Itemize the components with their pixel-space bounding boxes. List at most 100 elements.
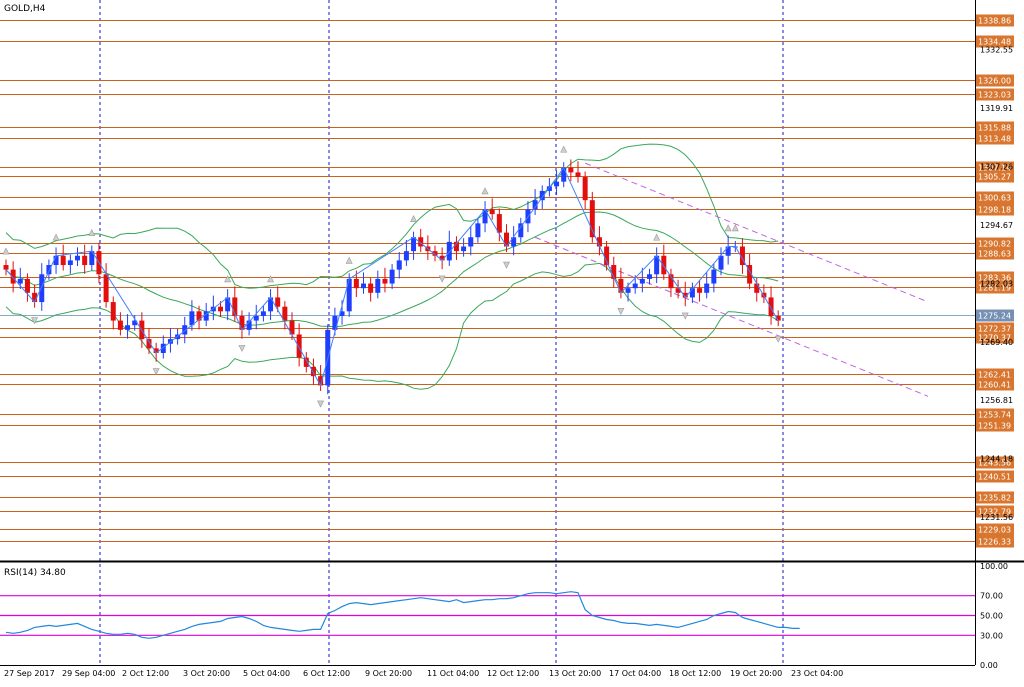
- candle: [718, 247, 724, 276]
- level-box: [976, 247, 1014, 260]
- fractal-down-arrow: [503, 261, 510, 269]
- rsi-tick-label: 0.00: [980, 661, 998, 670]
- candle: [196, 305, 202, 330]
- candle: [611, 256, 617, 288]
- candle-body: [711, 269, 717, 284]
- level-box: [976, 35, 1014, 48]
- candle: [775, 310, 781, 327]
- candle-body: [568, 167, 574, 173]
- level-label: 1232.79: [978, 508, 1011, 517]
- rsi-tick-label: 30.00: [980, 631, 1003, 640]
- candle-body: [189, 311, 195, 326]
- candle: [225, 289, 231, 321]
- candle-body: [303, 357, 309, 367]
- candle-body: [46, 265, 52, 275]
- level-box: [976, 203, 1014, 216]
- candle: [475, 217, 481, 243]
- candle-body: [704, 283, 710, 293]
- fractal-down-arrow: [31, 317, 39, 325]
- candle-body: [475, 223, 481, 238]
- level-box: [976, 14, 1014, 27]
- candle-body: [654, 255, 660, 275]
- candle-body: [468, 237, 474, 247]
- candle: [604, 240, 610, 271]
- level-box: [976, 191, 1014, 204]
- time-tick-label: 27 Sep 2017: [4, 669, 55, 678]
- candle: [117, 312, 123, 336]
- time-tick-label: 18 Oct 12:00: [669, 669, 721, 678]
- candle-body: [353, 278, 359, 289]
- level-label: 1315.88: [978, 124, 1011, 133]
- level-label: 1235.82: [978, 494, 1011, 503]
- candle-body: [232, 297, 238, 316]
- level-label: 1243.56: [978, 459, 1011, 468]
- candle-body: [561, 167, 567, 182]
- candle: [554, 170, 560, 196]
- time-tick-label: 3 Oct 20:00: [183, 669, 230, 678]
- candle: [389, 264, 395, 290]
- candle-body: [75, 255, 80, 261]
- fractal-down-arrow: [774, 335, 782, 343]
- candle-body: [218, 306, 223, 312]
- candle-body: [647, 274, 652, 279]
- price-tick-label: 1256.81: [980, 396, 1013, 405]
- candle-body: [675, 288, 681, 293]
- candle-body: [739, 246, 745, 266]
- candle: [461, 238, 467, 257]
- candle: [661, 244, 667, 280]
- candle-body: [225, 297, 231, 312]
- candle-body: [439, 255, 445, 261]
- time-tick-label: 12 Oct 12:00: [487, 669, 539, 678]
- candle: [60, 244, 66, 271]
- level-box: [976, 408, 1014, 421]
- candle-body: [268, 297, 274, 312]
- candle: [482, 201, 488, 233]
- candle-body: [418, 237, 424, 247]
- candle-body: [754, 283, 760, 293]
- candle-body: [582, 177, 588, 201]
- price-tick-label: 1294.67: [980, 221, 1013, 230]
- candle-body: [67, 260, 73, 266]
- candle-body: [396, 260, 402, 270]
- level-box: [976, 456, 1014, 469]
- level-label: 1270.37: [978, 334, 1011, 343]
- candle-body: [453, 241, 459, 252]
- level-box: [976, 368, 1014, 381]
- level-label: 1313.48: [978, 135, 1011, 144]
- level-label: 1326.00: [978, 77, 1011, 86]
- candle-body: [53, 255, 59, 266]
- rsi-tick-label: 50.00: [980, 612, 1003, 621]
- level-label: 1334.48: [978, 38, 1011, 47]
- candle-body: [110, 302, 116, 321]
- band-lower: [5, 262, 779, 390]
- candle-body: [575, 172, 581, 178]
- candle: [682, 281, 688, 307]
- candle: [46, 259, 52, 280]
- level-box: [976, 170, 1014, 183]
- fractal-up-arrow: [481, 187, 489, 195]
- candle-body: [632, 283, 638, 289]
- candle-body: [596, 237, 602, 247]
- candle-body: [339, 311, 345, 316]
- candle-body: [546, 186, 552, 191]
- rsi-tick-label: 70.00: [980, 592, 1003, 601]
- level-label: 1283.36: [978, 274, 1011, 283]
- candle-body: [203, 311, 209, 321]
- candle: [654, 247, 660, 284]
- candle-body: [403, 251, 409, 261]
- time-tick-label: 6 Oct 12:00: [303, 669, 350, 678]
- candle-body: [3, 265, 9, 270]
- fractal-up-arrow: [88, 228, 96, 236]
- time-tick-label: 13 Oct 20:00: [549, 669, 601, 678]
- candle: [382, 267, 388, 293]
- candle: [110, 296, 116, 330]
- candle-body: [539, 190, 545, 201]
- candle-body: [318, 376, 324, 386]
- time-tick-label: 29 Sep 04:00: [62, 669, 115, 678]
- fractal-up-arrow: [724, 224, 732, 232]
- level-label: 1300.63: [978, 194, 1011, 203]
- candle-body: [661, 255, 667, 275]
- rsi-title: RSI(14) 34.80: [4, 568, 66, 578]
